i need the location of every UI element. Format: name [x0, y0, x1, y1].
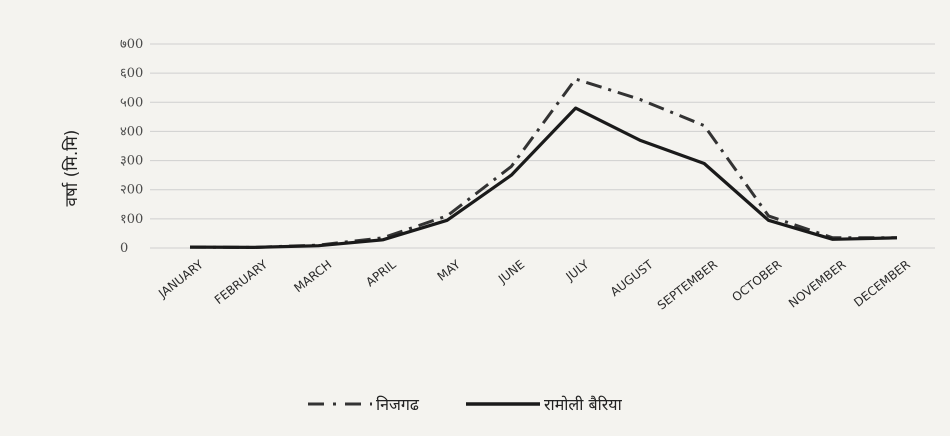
x-axis-ticks: JANUARY FEBRUARY MARCH APRIL MAY JUNE JULY AUGU… [155, 257, 913, 313]
y-axis-label: वर्षा (मि.मि) [61, 130, 82, 207]
x-tick-label-march: MARCH [291, 257, 334, 295]
y-tick-label: ५00 [120, 95, 143, 110]
x-tick-label-november: NOVEMBER [786, 257, 849, 310]
y-tick-label: ३00 [120, 154, 143, 169]
series-line-0 [189, 77, 897, 249]
x-tick-label-april: APRIL [363, 257, 399, 289]
x-tick-label-february: FEBRUARY [212, 257, 271, 307]
legend-label-1: रामोली बैरिया [544, 395, 623, 414]
series-line-1 [189, 106, 898, 249]
y-axis-ticks: 0 १00 २00 ३00 ४00 ५00 ६00 ७00 [120, 37, 143, 256]
x-tick-label-october: OCTOBER [729, 257, 784, 304]
legend: निजगढ रामोली बैरिया [308, 395, 623, 414]
series-lines [189, 77, 898, 249]
x-tick-label-december: DECEMBER [851, 257, 913, 309]
x-tick-label-september: SEPTEMBER [655, 257, 720, 312]
y-tick-label: ७00 [120, 37, 143, 52]
y-tick-label: 0 [120, 241, 128, 256]
y-tick-label: ४00 [120, 124, 143, 139]
y-tick-label: २00 [120, 183, 143, 198]
y-tick-label: ६00 [120, 66, 143, 81]
grid [150, 43, 935, 249]
x-tick-label-august: AUGUST [608, 257, 657, 299]
x-tick-label-may: MAY [435, 257, 464, 284]
x-tick-label-july: JULY [563, 257, 592, 284]
x-tick-label-january: JANUARY [155, 257, 206, 301]
x-tick-label-june: JUNE [495, 257, 527, 286]
y-tick-label: १00 [120, 212, 143, 227]
legend-label-0: निजगढ [376, 395, 420, 414]
